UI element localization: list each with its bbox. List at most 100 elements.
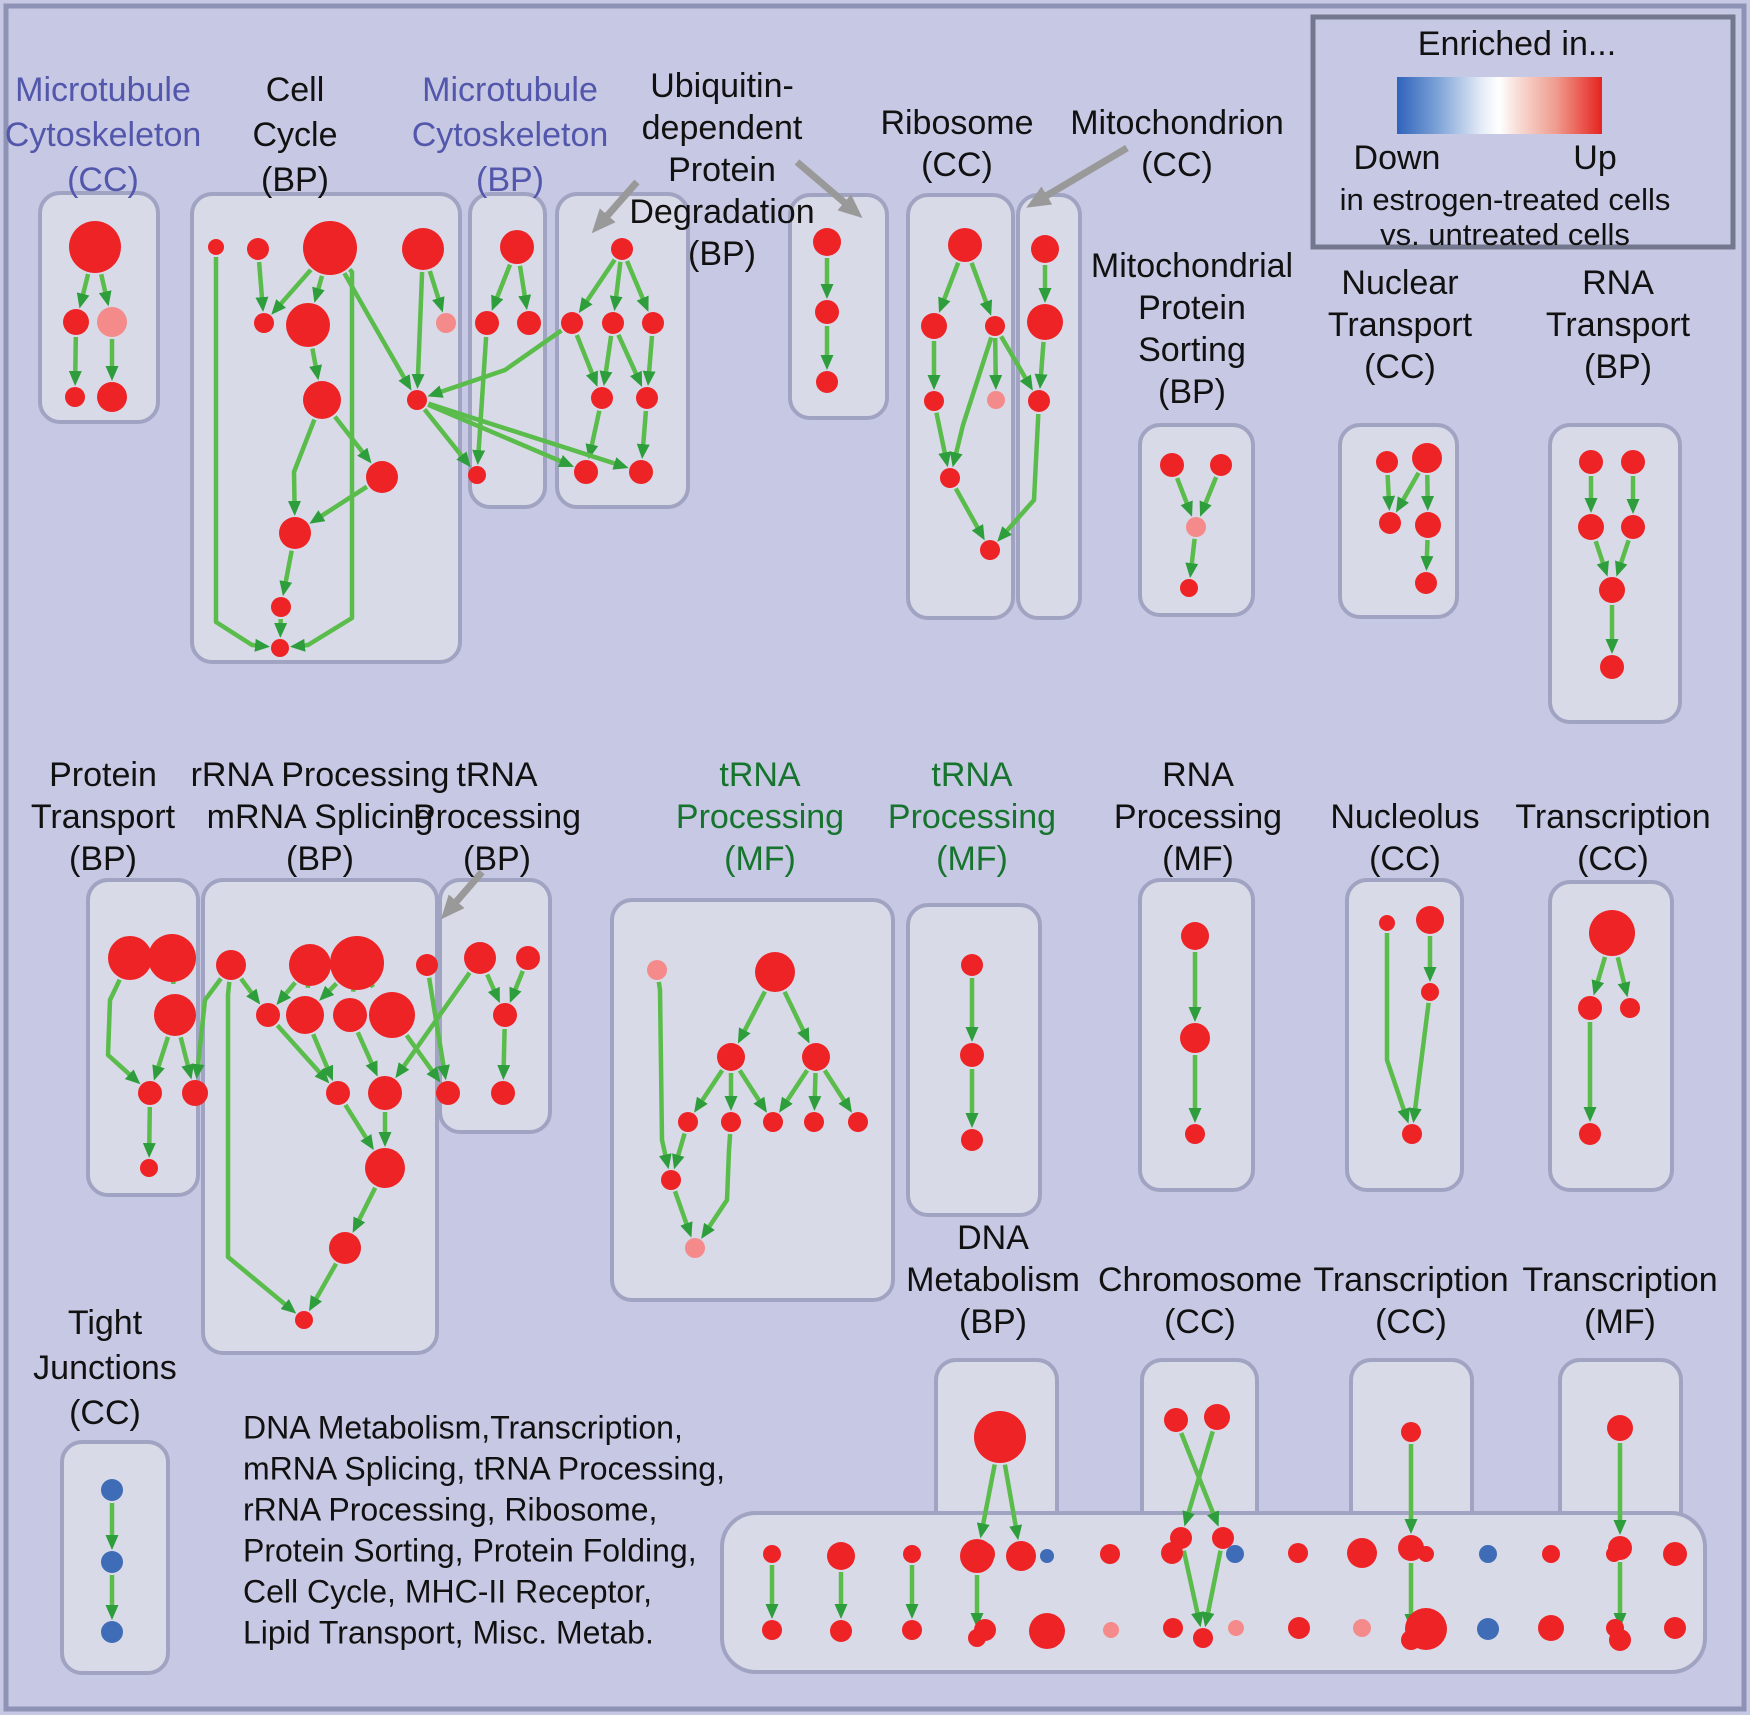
cluster-label-mito-sorting-line0: Mitochondrial: [1091, 247, 1293, 285]
go-term-node-trna-bp-c: [493, 1003, 517, 1027]
cluster-label-mitochondrion-line0: Mitochondrion: [1070, 104, 1284, 142]
go-term-node-ubiquitin-1-bl: [574, 460, 598, 484]
go-term-node-ubiquitin-1-lc: [591, 387, 613, 409]
go-term-node-rrna-s: [295, 1311, 313, 1329]
edge-rrna-p1-q: [343, 1103, 374, 1151]
go-term-node-trna-mf-1-b5: [848, 1112, 868, 1132]
go-term-node-microtubule-cc-e: [97, 382, 127, 412]
edge-cell-cycle-l1-l2: [309, 484, 369, 524]
cluster-label-nucleolus-line0: Nucleolus: [1330, 798, 1479, 836]
cluster-label-trna-mf-2-line0: tRNA: [931, 756, 1013, 794]
cluster-label-microtubule-bp-line2: (BP): [476, 161, 544, 199]
cluster-label-mito-sorting-line3: (BP): [1158, 373, 1226, 411]
edge-trna-mf-1-mr-b5: [822, 1069, 852, 1113]
go-term-node-trna-bp-d: [436, 1081, 460, 1105]
go-term-node-trna-mf-2-a: [961, 954, 983, 976]
edge-microtubule-bp-t-mr: [517, 265, 532, 311]
go-term-node-ubiquitin-1-ml: [561, 312, 583, 334]
edge-rrna-tl-m1: [239, 977, 261, 1005]
edge-rna-transport-mr-c: [1615, 539, 1631, 577]
go-term-node-pairs-b2: [902, 1620, 922, 1640]
cluster-label-trna-mf-2-line1: Processing: [888, 798, 1056, 836]
cluster-label-chromosome-line0: Chromosome: [1098, 1261, 1302, 1299]
cluster-label-protein-transport-line2: (BP): [69, 840, 137, 878]
cluster-label-protein-transport-line0: Protein: [49, 756, 157, 794]
edge-chromosome-m1-b: [1181, 1550, 1204, 1628]
edge-cell-cycle-t3-pk: [427, 270, 445, 313]
cluster-label-rna-transport-line2: (BP): [1584, 348, 1652, 386]
go-term-node-mito-sorting-m: [1186, 517, 1206, 537]
go-term-node-trna-mf-1-pk2: [685, 1238, 705, 1258]
go-term-node-protein-transport-t2: [148, 934, 196, 982]
go-term-node-rna-transport-tr: [1621, 450, 1645, 474]
cluster-label-trna-mf-1-line1: Processing: [676, 798, 844, 836]
edge-nucleolus-mr-b: [1408, 1002, 1431, 1124]
go-term-node-ribosome-b: [980, 540, 1000, 560]
edge-rrna-tl-s: [225, 981, 297, 1314]
edge-microtubule-cc-a-b: [76, 273, 91, 309]
edge-rrna-t3-m2: [319, 981, 339, 1001]
go-term-node-pairs-b10: [1405, 1608, 1447, 1650]
go-term-node-microtubule-cc-b: [63, 309, 89, 335]
go-term-node-pairs-b8: [1288, 1617, 1310, 1639]
edge-trna-mf-1-b1-lr: [672, 1132, 687, 1170]
edge-nucleolus-tl-b: [1384, 933, 1410, 1124]
cluster-label-ribosome-line1: (CC): [921, 146, 993, 184]
cross-edge-mitochondrion.x-to-ribosome.b: [997, 413, 1041, 542]
edge-trna-bp-c-e: [497, 1028, 511, 1080]
cross-edge-cell-cycle.hub-to-microtubule-bp.b: [422, 407, 471, 468]
go-term-node-transcription-cc-1-b: [1579, 1123, 1601, 1145]
go-term-node-nuclear-transport-mr: [1415, 512, 1441, 538]
go-term-node-rrna-p1: [326, 1081, 350, 1105]
go-term-node-pairs-t7: [1226, 1545, 1244, 1563]
edge-dna-metabolism-xl-ml: [976, 1464, 997, 1539]
go-term-node-ubiquitin-1-mr: [642, 312, 664, 334]
go-term-node-pairs-t0: [763, 1545, 781, 1563]
go-term-node-ubiquitin-2-m: [815, 300, 839, 324]
cluster-label-protein-transport-line1: Transport: [31, 798, 176, 836]
edge-rrna-t2-m1: [276, 981, 297, 1006]
go-term-node-pairs-b4: [1029, 1613, 1065, 1649]
go-term-node-cell-cycle-m0: [254, 313, 274, 333]
edge-cell-cycle-t1-m0: [255, 261, 269, 313]
edge-chromosome-t2-m1: [1182, 1430, 1215, 1527]
cluster-label-rrna-line2: (BP): [286, 840, 354, 878]
legend-down-label: Down: [1354, 139, 1441, 177]
go-term-node-ribosome-ll2: [940, 468, 960, 488]
cluster-box-trna-bp: [438, 878, 552, 1134]
edge-cell-cycle-t2-m1: [312, 275, 325, 303]
go-term-node-pairs-b12: [1538, 1615, 1564, 1641]
go-term-node-microtubule-bp-mr: [517, 311, 541, 335]
cross-edge-ubiquitin-1.ml-to-cell-cycle.hub: [427, 328, 563, 398]
go-term-node-tight-junctions-c: [101, 1621, 123, 1643]
go-term-node-microtubule-cc-a: [69, 221, 121, 273]
cluster-label-microtubule-cc-line2: (CC): [67, 161, 139, 199]
go-term-node-rrna-t4: [416, 954, 438, 976]
edge-mito-sorting-m-b: [1185, 538, 1199, 579]
edge-chromosome-m2-b: [1201, 1550, 1223, 1628]
edge-trna-bp-a-c: [485, 973, 500, 1004]
edge-rna-transport-ml-c: [1593, 540, 1609, 577]
go-term-node-rrna-m4: [369, 992, 415, 1038]
edge-ribosome-ll2-b: [953, 487, 985, 541]
go-term-node-microtubule-cc-c: [97, 307, 127, 337]
cluster-label-cell-cycle-line0: Cell: [266, 71, 325, 109]
edge-trna-mf-1-lr-pk2: [672, 1190, 693, 1238]
go-term-node-cell-cycle-l2: [279, 517, 311, 549]
go-term-node-trna-bp-e: [491, 1081, 515, 1105]
edge-ubiquitin-1-mr-lr: [642, 335, 656, 387]
misc-terms-line0: DNA Metabolism,Transcription,: [243, 1409, 683, 1445]
go-term-node-cell-cycle-hub: [407, 390, 427, 410]
edge-ribosome-t-mc: [969, 262, 993, 316]
go-term-node-ubiquitin-1-lr: [636, 387, 658, 409]
go-term-node-nuclear-transport-ml: [1379, 512, 1401, 534]
go-term-node-chromosome-m2: [1212, 1527, 1234, 1549]
edge-chromosome-t1-m2: [1179, 1432, 1220, 1527]
go-term-node-pairs-b3: [974, 1619, 996, 1641]
cluster-box-trna-mf-1: [610, 898, 895, 1302]
cross-edge-cell-cycle.hub-to-ubiquitin-1.br: [427, 401, 629, 470]
go-term-node-rna-transport-mr: [1621, 515, 1645, 539]
edge-rrna-r-s: [308, 1262, 339, 1312]
cluster-label-tight-junctions-line0: Tight: [68, 1304, 143, 1342]
